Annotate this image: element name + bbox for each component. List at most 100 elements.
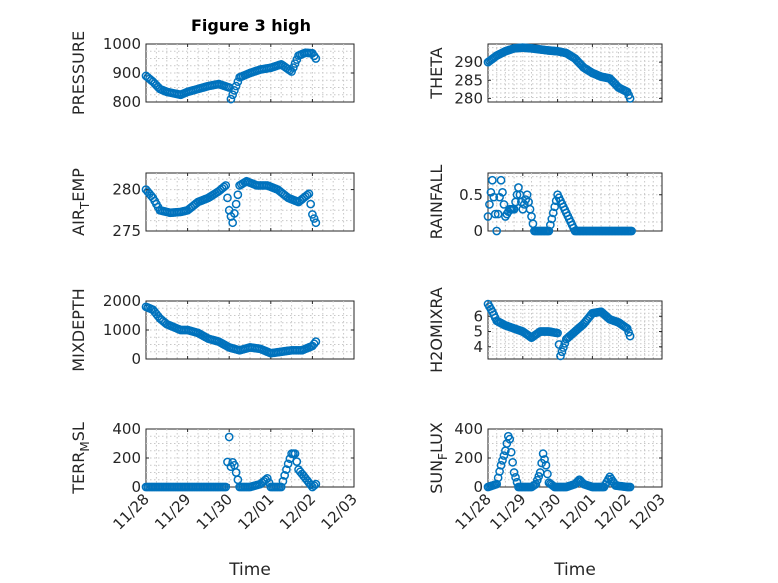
data-point [485, 200, 494, 209]
data-point [506, 447, 516, 457]
figure-title: Figure 3 high [191, 16, 311, 35]
data-series [141, 176, 321, 228]
data-point [226, 94, 236, 104]
data-point [309, 339, 319, 349]
data-point [624, 327, 634, 337]
data-point [493, 209, 503, 219]
data-series [141, 432, 321, 492]
data-point [306, 480, 316, 490]
y-axis-label: SUNFLUX [427, 422, 450, 494]
data-point [302, 190, 312, 200]
grid-lines [146, 429, 354, 487]
y-axis-label: RAINFALL [427, 165, 446, 240]
data-point [223, 193, 232, 203]
data-point [625, 482, 635, 492]
data-point [288, 63, 298, 72]
x-tick-label: 12/03 [318, 490, 361, 533]
y-tick-label: 200 [454, 449, 483, 467]
data-point [496, 460, 506, 470]
y-tick-label: 290 [454, 53, 483, 71]
data-point [532, 475, 542, 485]
y-axis-label: TERRMSL [69, 422, 92, 495]
data-point [224, 432, 234, 442]
y-tick-label: 200 [112, 449, 141, 467]
data-point [311, 479, 321, 489]
data-point [290, 449, 300, 458]
data-point [231, 81, 241, 91]
data-point [311, 54, 321, 63]
data-point [496, 175, 506, 185]
y-tick-label: 0 [473, 222, 483, 240]
data-point [278, 476, 288, 486]
data-series [141, 302, 321, 358]
data-point [309, 214, 319, 223]
data-point [228, 218, 238, 228]
x-tick-label: 12/02 [276, 490, 319, 533]
y-tick-label: 6 [473, 307, 483, 325]
panel-pressure: 800 900 1000 PRESSURE [69, 31, 355, 115]
x-axis-label: Time [228, 560, 271, 580]
data-point [548, 208, 558, 218]
data-point [625, 94, 635, 103]
data-point [531, 479, 541, 489]
data-point [230, 86, 239, 95]
y-axis-label: MIXDEPTH [69, 288, 88, 371]
data-series [483, 431, 635, 492]
data-point [489, 192, 499, 202]
data-point [538, 449, 548, 458]
x-tick-label: 11/29 [486, 490, 529, 533]
data-series [483, 175, 636, 236]
data-point [509, 468, 519, 477]
data-point [228, 90, 238, 100]
data-point [280, 471, 290, 480]
data-point [553, 328, 562, 338]
data-point [622, 324, 632, 333]
data-point [498, 456, 507, 465]
data-point [556, 351, 565, 361]
data-point [543, 469, 552, 479]
data-point [508, 458, 518, 467]
y-tick-label: 0 [131, 478, 141, 496]
data-point [230, 209, 239, 218]
y-tick-label: 0.5 [459, 186, 483, 204]
x-tick-label: 12/01 [234, 490, 277, 533]
data-point [276, 482, 286, 492]
data-point [231, 199, 241, 209]
y-axis-label: AIRTEMP [69, 168, 92, 236]
data-point [282, 465, 291, 474]
data-point [490, 209, 500, 219]
panel-rainfall: 0 0.5 RAINFALL [427, 165, 663, 240]
data-point [525, 332, 535, 341]
data-point [557, 347, 567, 357]
y-tick-label: 275 [112, 222, 141, 240]
data-point [311, 337, 321, 346]
data-point [550, 202, 560, 212]
y-tick-label: 5 [473, 323, 483, 341]
x-tick-label: 11/30 [193, 490, 236, 533]
x-tick-label: 12/01 [556, 490, 599, 533]
x-tick-label: 11/28 [110, 490, 153, 533]
data-point [221, 181, 231, 190]
data-point [492, 226, 502, 236]
data-point [505, 434, 515, 444]
y-axis-label: PRESSURE [69, 31, 88, 115]
data-point [541, 460, 551, 470]
x-axis-label: Time [553, 560, 596, 580]
data-point [499, 200, 509, 209]
y-tick-label: 400 [454, 420, 483, 438]
grid-lines [488, 173, 662, 231]
x-tick-label: 11/29 [151, 490, 194, 533]
data-point [547, 214, 557, 224]
data-point [483, 212, 493, 221]
y-tick-label: 0 [473, 478, 483, 496]
y-tick-label: 4 [473, 338, 483, 356]
data-point [306, 199, 316, 209]
y-tick-label: 285 [454, 71, 483, 89]
x-tick-label: 11/30 [521, 490, 564, 533]
data-point [311, 218, 321, 228]
y-axis-label: H2OMIXRA [427, 287, 446, 373]
data-point [308, 210, 317, 219]
